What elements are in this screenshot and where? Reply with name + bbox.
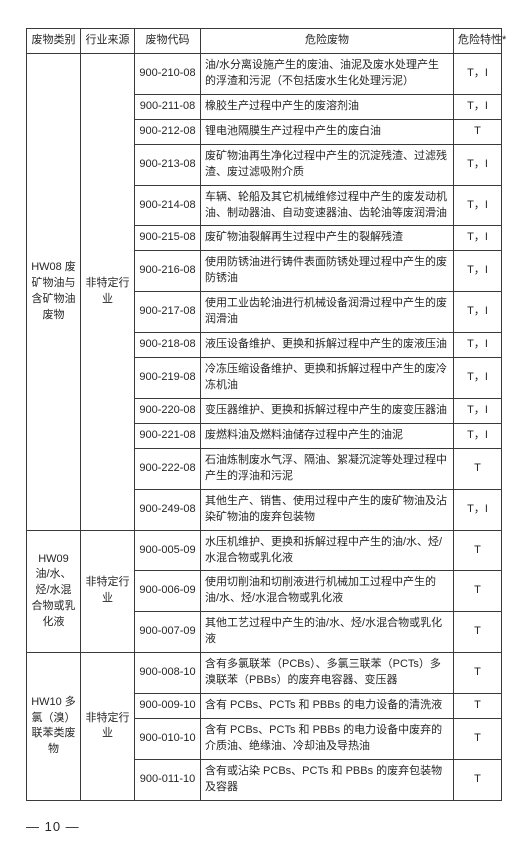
cell-code: 900-008-10 <box>135 653 201 694</box>
th-hazard: 危险特性* <box>454 29 502 54</box>
cell-code: 900-222-08 <box>135 448 201 489</box>
th-source: 行业来源 <box>81 29 135 54</box>
cell-hazard: T，I <box>454 226 502 251</box>
cell-source: 非特定行业 <box>81 530 135 653</box>
cell-hazard: T，I <box>454 358 502 399</box>
cell-hazard: T，I <box>454 144 502 185</box>
cell-hazard: T，I <box>454 423 502 448</box>
cell-code: 900-219-08 <box>135 358 201 399</box>
cell-desc: 其他生产、销售、使用过程中产生的废矿物油及沾染矿物油的废弃包装物 <box>201 489 454 530</box>
cell-code: 900-221-08 <box>135 423 201 448</box>
cell-code: 900-212-08 <box>135 119 201 144</box>
cell-hazard: T <box>454 571 502 612</box>
cell-desc: 水压机维护、更换和拆解过程中产生的油/水、烃/水混合物或乳化液 <box>201 530 454 571</box>
cell-code: 900-215-08 <box>135 226 201 251</box>
cell-hazard: T，I <box>454 94 502 119</box>
cell-code: 900-217-08 <box>135 292 201 333</box>
cell-hazard: T，I <box>454 292 502 333</box>
table-row: HW09 油/水、烃/水混合物或乳化液非特定行业900-005-09水压机维护、… <box>27 530 502 571</box>
cell-code: 900-211-08 <box>135 94 201 119</box>
cell-source: 非特定行业 <box>81 53 135 530</box>
table-row: HW08 废矿物油与含矿物油废物非特定行业900-210-08油/水分离设施产生… <box>27 53 502 94</box>
cell-hazard: T <box>454 448 502 489</box>
cell-code: 900-005-09 <box>135 530 201 571</box>
cell-category: HW10 多氯（溴）联苯类废物 <box>27 653 81 801</box>
cell-desc: 含有或沾染 PCBs、PCTs 和 PBBs 的废弃包装物及容器 <box>201 759 454 800</box>
cell-code: 900-214-08 <box>135 185 201 226</box>
cell-hazard: T <box>454 653 502 694</box>
cell-hazard: T，I <box>454 489 502 530</box>
cell-desc: 橡胶生产过程中产生的废溶剂油 <box>201 94 454 119</box>
cell-desc: 废燃料油及燃料油储存过程中产生的油泥 <box>201 423 454 448</box>
cell-code: 900-216-08 <box>135 251 201 292</box>
cell-code: 900-218-08 <box>135 333 201 358</box>
cell-hazard: T <box>454 719 502 760</box>
hazardous-waste-table: 废物类别 行业来源 废物代码 危险废物 危险特性* HW08 废矿物油与含矿物油… <box>26 28 502 801</box>
cell-hazard: T <box>454 759 502 800</box>
cell-hazard: T，I <box>454 53 502 94</box>
cell-source: 非特定行业 <box>81 653 135 801</box>
cell-hazard: T <box>454 530 502 571</box>
th-category: 废物类别 <box>27 29 81 54</box>
page-number: — 10 — <box>26 819 502 834</box>
cell-desc: 变压器维护、更换和拆解过程中产生的废变压器油 <box>201 398 454 423</box>
cell-desc: 锂电池隔膜生产过程中产生的废白油 <box>201 119 454 144</box>
cell-code: 900-011-10 <box>135 759 201 800</box>
cell-hazard: T <box>454 612 502 653</box>
cell-hazard: T，I <box>454 251 502 292</box>
cell-desc: 其他工艺过程中产生的油/水、烃/水混合物或乳化液 <box>201 612 454 653</box>
th-desc: 危险废物 <box>201 29 454 54</box>
cell-desc: 含有 PCBs、PCTs 和 PBBs 的电力设备中废弃的介质油、绝缘油、冷却油… <box>201 719 454 760</box>
cell-desc: 使用切削油和切削液进行机械加工过程中产生的油/水、烃/水混合物或乳化液 <box>201 571 454 612</box>
cell-code: 900-009-10 <box>135 694 201 719</box>
cell-hazard: T <box>454 119 502 144</box>
cell-code: 900-249-08 <box>135 489 201 530</box>
cell-code: 900-006-09 <box>135 571 201 612</box>
cell-hazard: T <box>454 694 502 719</box>
cell-desc: 使用防锈油进行铸件表面防锈处理过程中产生的废防锈油 <box>201 251 454 292</box>
cell-code: 900-007-09 <box>135 612 201 653</box>
cell-category: HW08 废矿物油与含矿物油废物 <box>27 53 81 530</box>
cell-desc: 油/水分离设施产生的废油、油泥及废水处理产生的浮渣和污泥（不包括废水生化处理污泥… <box>201 53 454 94</box>
cell-code: 900-213-08 <box>135 144 201 185</box>
table-row: HW10 多氯（溴）联苯类废物非特定行业900-008-10含有多氯联苯（PCB… <box>27 653 502 694</box>
cell-hazard: T，I <box>454 333 502 358</box>
cell-desc: 含有 PCBs、PCTs 和 PBBs 的电力设备的清洗液 <box>201 694 454 719</box>
cell-category: HW09 油/水、烃/水混合物或乳化液 <box>27 530 81 653</box>
cell-desc: 车辆、轮船及其它机械维修过程中产生的废发动机油、制动器油、自动变速器油、齿轮油等… <box>201 185 454 226</box>
cell-desc: 废矿物油裂解再生过程中产生的裂解残渣 <box>201 226 454 251</box>
cell-code: 900-210-08 <box>135 53 201 94</box>
cell-code: 900-010-10 <box>135 719 201 760</box>
cell-desc: 含有多氯联苯（PCBs）、多氯三联苯（PCTs）多溴联苯（PBBs）的废弃电容器… <box>201 653 454 694</box>
cell-desc: 冷冻压缩设备维护、更换和拆解过程中产生的废冷冻机油 <box>201 358 454 399</box>
cell-code: 900-220-08 <box>135 398 201 423</box>
cell-desc: 使用工业齿轮油进行机械设备润滑过程中产生的废润滑油 <box>201 292 454 333</box>
cell-hazard: T，I <box>454 185 502 226</box>
cell-hazard: T，I <box>454 398 502 423</box>
th-code: 废物代码 <box>135 29 201 54</box>
cell-desc: 石油炼制废水气浮、隔油、絮凝沉淀等处理过程中产生的浮油和污泥 <box>201 448 454 489</box>
cell-desc: 废矿物油再生净化过程中产生的沉淀残渣、过滤残渣、废过滤吸附介质 <box>201 144 454 185</box>
cell-desc: 液压设备维护、更换和拆解过程中产生的废液压油 <box>201 333 454 358</box>
